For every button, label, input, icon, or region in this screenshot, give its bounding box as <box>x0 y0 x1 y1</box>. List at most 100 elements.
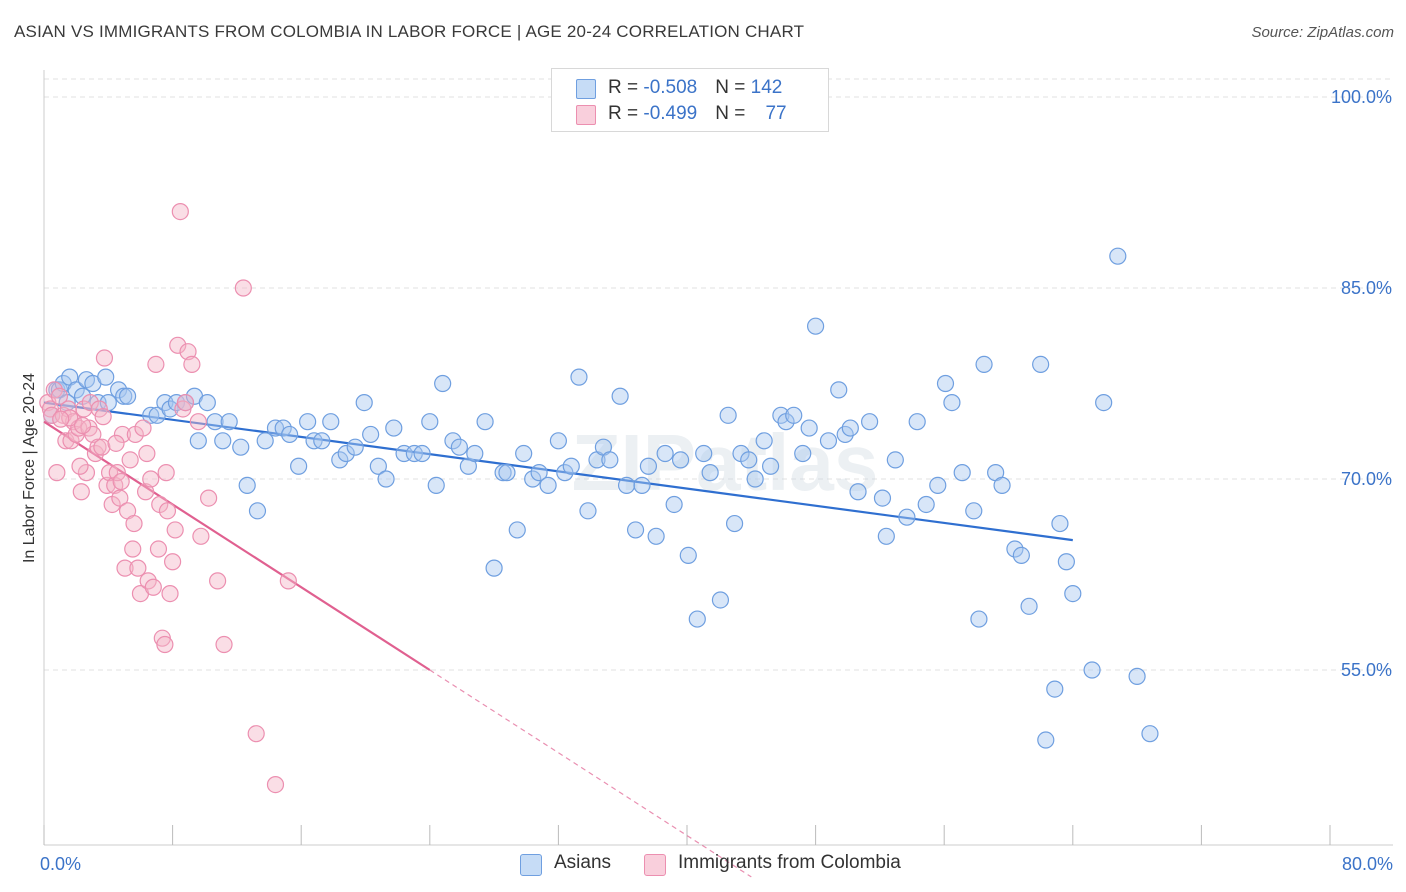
asian-point <box>800 419 818 437</box>
colombia-point <box>72 483 90 501</box>
asian-point <box>220 413 238 431</box>
source-credit: Source: ZipAtlas.com <box>1251 24 1394 41</box>
asian-point <box>740 451 758 469</box>
r-value: -0.499 <box>643 103 698 124</box>
colombia-point <box>200 489 218 507</box>
asian-point <box>819 432 838 450</box>
colombia-point <box>113 425 132 444</box>
colombia-points <box>39 203 297 794</box>
asian-point <box>322 413 340 431</box>
asians-trend-line <box>43 401 1073 542</box>
asian-point <box>761 457 780 475</box>
y-tick-label: 100.0% <box>1331 87 1392 107</box>
asian-point <box>238 476 256 494</box>
colombia-point <box>95 349 114 367</box>
asian-point <box>830 381 848 399</box>
asian-point <box>617 476 636 494</box>
colombia-point <box>209 572 227 590</box>
asian-point <box>794 444 812 463</box>
asian-point <box>346 438 364 456</box>
n-label: N = <box>715 103 751 124</box>
asian-point <box>1095 394 1113 412</box>
n-label: N = <box>715 77 751 98</box>
asian-point <box>97 368 115 386</box>
asians-swatch <box>576 79 596 99</box>
asian-point <box>413 444 431 463</box>
n-value: 77 <box>765 103 787 124</box>
asian-point <box>549 432 568 450</box>
colombia-point <box>247 725 265 743</box>
asian-point <box>337 444 355 463</box>
stats-legend: R = -0.508 N = 142 R = -0.499 N = 77 <box>551 68 829 132</box>
asian-point <box>524 470 542 488</box>
x-tick-label: 0.0% <box>40 854 81 874</box>
colombia-point <box>134 419 152 437</box>
asian-point <box>917 495 935 514</box>
colombia-point <box>94 408 112 426</box>
asian-point <box>362 425 380 444</box>
asian-point <box>299 413 317 431</box>
y-axis-label: In Labor Force | Age 20-24 <box>21 373 38 563</box>
asians-legend-label: Asians <box>554 852 612 873</box>
colombia-point <box>234 279 252 297</box>
asian-point <box>701 464 719 482</box>
asian-point <box>281 425 299 444</box>
r-value: -0.508 <box>643 77 698 98</box>
asian-point <box>142 406 160 424</box>
colombia-point <box>81 394 99 412</box>
asian-point <box>626 521 645 539</box>
asian-point <box>530 464 548 482</box>
asian-point <box>570 368 588 386</box>
asian-point <box>161 400 179 418</box>
asian-point <box>671 451 690 469</box>
colombia-point <box>144 578 162 596</box>
asian-point <box>688 610 706 628</box>
asian-point <box>206 413 224 431</box>
y-tick-label: 55.0% <box>1341 660 1392 680</box>
asian-point <box>841 419 859 437</box>
asian-point <box>656 444 674 463</box>
asian-point <box>1141 725 1159 743</box>
asian-point <box>508 521 526 539</box>
colombia-point <box>77 464 96 482</box>
asian-point <box>115 387 133 405</box>
colombia-point <box>93 438 111 456</box>
colombia-point <box>189 413 207 431</box>
axes <box>43 70 1393 846</box>
colombia-point <box>108 464 126 482</box>
asian-point <box>198 394 216 412</box>
colombia-point <box>158 502 177 520</box>
x-tick-label: 80.0% <box>1342 854 1393 874</box>
asian-point <box>579 502 597 520</box>
asian-point <box>873 489 892 507</box>
asian-point <box>450 438 468 456</box>
asian-point <box>1128 667 1146 685</box>
colombia-point <box>57 432 75 450</box>
trend-lines <box>43 401 1073 878</box>
asian-point <box>970 610 988 628</box>
colombia-point <box>121 451 139 469</box>
asian-point <box>861 413 879 431</box>
colombia-point <box>136 483 155 501</box>
asian-point <box>444 432 462 450</box>
asian-point <box>256 432 274 450</box>
colombia-point <box>112 472 130 491</box>
colombia-point <box>124 540 142 558</box>
asian-point <box>665 495 683 514</box>
n-value: 142 <box>750 77 783 98</box>
colombia-point <box>138 444 156 463</box>
asian-point <box>639 457 658 475</box>
asian-point <box>539 476 557 494</box>
asian-point <box>953 464 971 482</box>
colombia-point <box>215 635 233 654</box>
asian-point <box>785 406 803 424</box>
colombia-point <box>73 416 92 435</box>
colombia-point <box>156 635 174 654</box>
colombia-point <box>192 527 210 545</box>
asian-point <box>494 464 512 482</box>
asian-point <box>806 317 825 335</box>
asian-point <box>1083 661 1101 679</box>
asian-point <box>1020 597 1038 615</box>
colombia-point <box>161 584 179 603</box>
colombia-point <box>107 434 125 452</box>
